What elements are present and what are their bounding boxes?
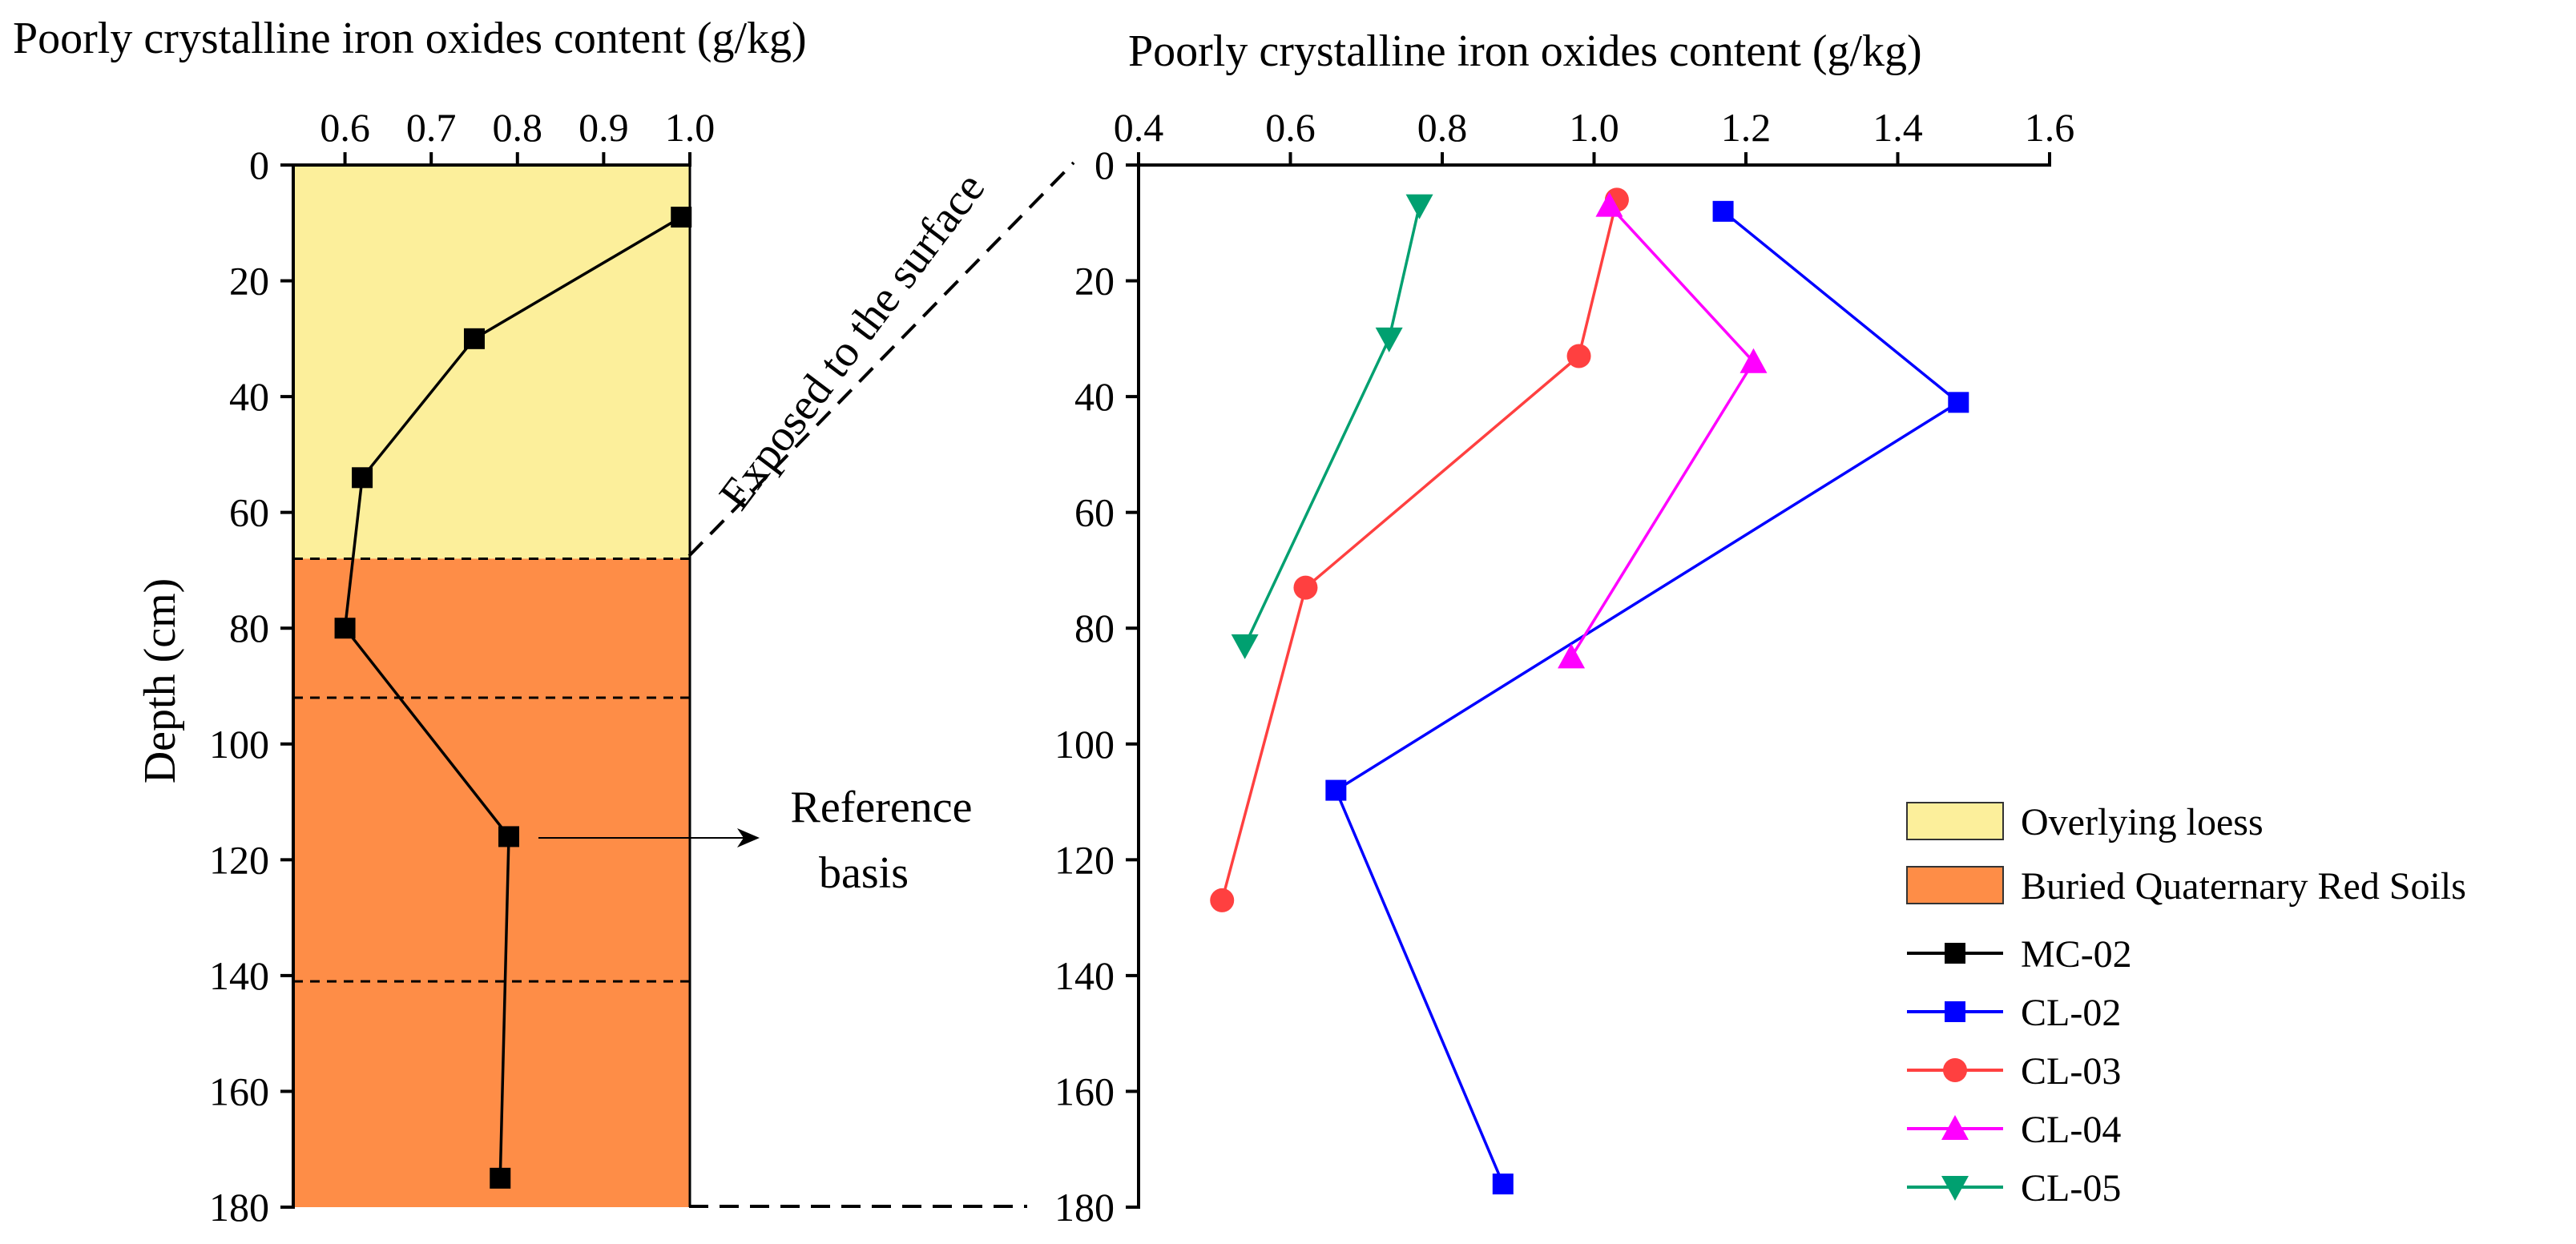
y-tick-label: 0	[1094, 143, 1115, 187]
x-tick-label: 1.4	[1873, 105, 1923, 150]
series-line-cl-05	[1244, 205, 1421, 646]
data-point-mc-02	[490, 1167, 511, 1189]
right-axis-title: Poorly crystalline iron oxides content (…	[1128, 26, 1922, 76]
exposed-surface-dashed-line	[687, 161, 1075, 558]
x-tick-label: 0.4	[1114, 105, 1164, 150]
data-point-cl-03	[1210, 888, 1235, 912]
y-tick-label: 180	[1054, 1185, 1115, 1230]
y-tick-label: 180	[209, 1185, 269, 1230]
legend-swatch-loess	[1906, 802, 2004, 840]
x-tick-label: 0.7	[406, 105, 457, 150]
y-tick-label: 80	[1074, 606, 1115, 650]
band-overlying-loess	[293, 165, 690, 559]
legend-label-cl-04: CL-04	[2021, 1109, 2121, 1151]
legend-label-red-soils: Buried Quaternary Red Soils	[2021, 865, 2466, 908]
legend-marker-cl-05	[1941, 1176, 1969, 1201]
right-y-ticks: 0 20 40 60 80 100 120 140 160 180	[1054, 143, 1139, 1230]
layer-boundaries	[293, 165, 691, 1207]
left-y-ticks: 0 20 40 60 80 100 120 140 160 180	[209, 143, 293, 1230]
legend-marker-cl-02	[1945, 1001, 1965, 1022]
series-line-mc-02	[343, 215, 683, 1178]
data-point-cl-05	[1375, 327, 1403, 352]
series-line-cl-03	[1220, 199, 1619, 901]
legend-marker-cl-03	[1943, 1058, 1967, 1082]
y-tick-label: 40	[229, 374, 269, 419]
data-point-cl-02	[1948, 392, 1969, 413]
x-tick-label: 0.8	[1417, 105, 1468, 150]
left-series-layer	[334, 207, 692, 1189]
left-panel: 0.6 0.7 0.8 0.9 1.0 0 20 40 60 80 100 120 140 160 180…	[13, 14, 807, 1230]
data-point-mc-02	[334, 618, 356, 639]
legend-series-entries: MC-02 CL-02 CL-03 CL-04 CL-05	[1907, 933, 2132, 1210]
series-line-cl-02	[1334, 210, 1961, 1185]
data-point-cl-02	[1325, 779, 1347, 801]
data-point-mc-02	[671, 207, 692, 228]
y-tick-label: 160	[1054, 1069, 1115, 1113]
legend-marker-mc-02	[1945, 943, 1965, 964]
right-series-layer	[1210, 187, 1969, 1195]
data-point-cl-05	[1405, 194, 1433, 219]
exposed-surface-label: Exposed to the surface	[710, 163, 995, 518]
y-tick-label: 100	[209, 722, 269, 767]
y-tick-label: 140	[209, 953, 269, 998]
y-tick-label: 140	[1054, 953, 1115, 998]
x-tick-label: 0.9	[578, 105, 629, 150]
y-tick-label: 80	[229, 606, 269, 650]
data-point-mc-02	[498, 826, 520, 847]
legend: Overlying loess Buried Quaternary Red So…	[1906, 801, 2466, 1210]
y-tick-label: 120	[1054, 837, 1115, 882]
data-point-mc-02	[352, 467, 373, 489]
legend-label-mc-02: MC-02	[2021, 933, 2132, 976]
y-tick-label: 0	[249, 143, 269, 187]
y-tick-label: 100	[1054, 722, 1115, 767]
x-tick-label: 1.2	[1721, 105, 1772, 150]
y-tick-label: 20	[229, 259, 269, 304]
x-tick-label: 1.0	[665, 105, 716, 150]
legend-label-cl-03: CL-03	[2021, 1050, 2121, 1093]
left-x-ticks: 0.6 0.7 0.8 0.9 1.0	[320, 105, 715, 165]
reference-arrow-head	[737, 828, 760, 847]
data-point-cl-03	[1293, 575, 1318, 600]
data-point-cl-04	[1740, 348, 1768, 373]
legend-marker-cl-04	[1941, 1115, 1969, 1140]
y-tick-label: 20	[1074, 259, 1115, 304]
band-buried-red-soils	[293, 558, 690, 1207]
data-point-cl-04	[1595, 191, 1623, 217]
x-tick-label: 1.6	[2025, 105, 2075, 150]
data-point-cl-05	[1231, 634, 1259, 659]
x-tick-label: 0.6	[320, 105, 370, 150]
y-tick-label: 60	[1074, 490, 1115, 535]
data-point-cl-02	[1712, 200, 1734, 222]
data-point-cl-04	[1558, 643, 1586, 669]
data-point-mc-02	[463, 328, 485, 349]
y-tick-label: 40	[1074, 374, 1115, 419]
x-tick-label: 1.0	[1569, 105, 1619, 150]
reference-label-line1: Reference	[791, 783, 973, 832]
right-x-ticks: 0.4 0.6 0.8 1.0 1.2 1.4 1.6	[1114, 105, 2075, 165]
right-panel: 0.4 0.6 0.8 1.0 1.2 1.4 1.6 0 20 40 60 80 100 120 140…	[1054, 26, 2074, 1230]
reference-label-line2: basis	[819, 848, 909, 898]
legend-label-cl-05: CL-05	[2021, 1167, 2121, 1210]
y-tick-label: 120	[209, 837, 269, 882]
x-tick-label: 0.8	[493, 105, 543, 150]
legend-swatch-red-soils	[1906, 866, 2004, 904]
legend-label-cl-02: CL-02	[2021, 992, 2121, 1034]
x-tick-label: 0.6	[1265, 105, 1316, 150]
left-y-axis-label: Depth (cm)	[135, 578, 185, 784]
data-point-cl-02	[1492, 1174, 1514, 1195]
left-axis-title: Poorly crystalline iron oxides content (…	[13, 14, 807, 63]
legend-label-loess: Overlying loess	[2021, 801, 2264, 843]
data-point-cl-03	[1566, 344, 1591, 368]
y-tick-label: 160	[209, 1069, 269, 1113]
y-tick-label: 60	[229, 490, 269, 535]
